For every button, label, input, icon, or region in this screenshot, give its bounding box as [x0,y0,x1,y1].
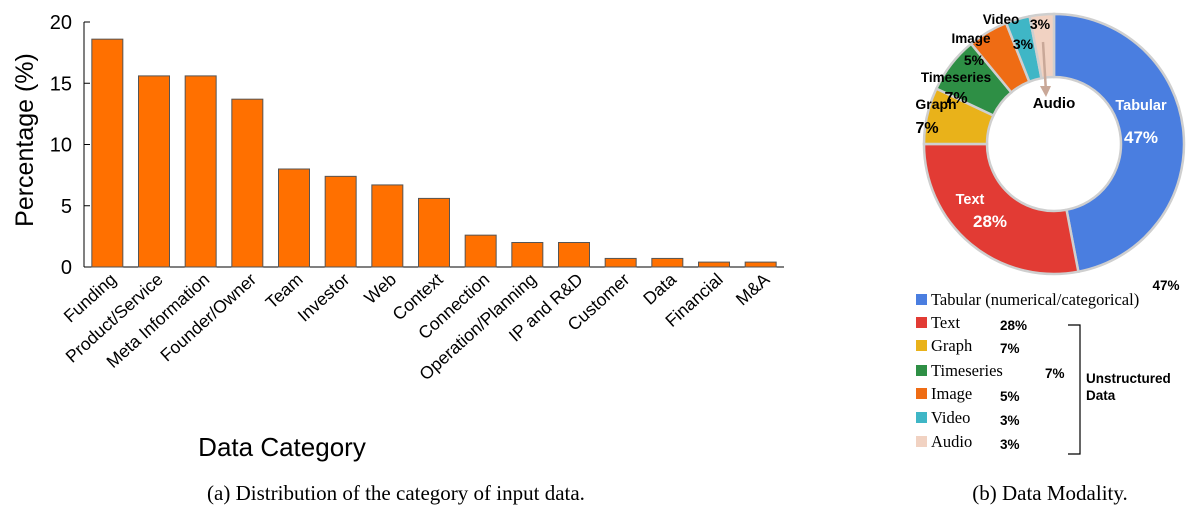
slice-percent-label: 5% [964,52,985,68]
y-tick-label: 0 [61,257,72,279]
legend-percent: 3% [1000,413,1020,428]
bar [371,184,404,268]
unstructured-label: Unstructured Data [1086,371,1175,403]
bar [184,75,217,268]
legend-swatch [916,340,927,351]
legend-label: Text [931,313,961,332]
legend-label: Image [931,384,972,403]
x-axis-label: Data Category [198,432,366,462]
bar [231,98,264,268]
audio-pointer-arrow [1041,41,1048,93]
donut-center-label: Audio [1033,95,1076,112]
x-tick-label: Web [360,269,400,308]
bar [604,257,637,268]
slice-name-label: Text [956,192,985,208]
slice-name-label: Video [983,12,1020,27]
legend-percent: 7% [1000,341,1020,356]
legend-percent: 28% [1000,318,1027,333]
slice-percent-label: 7% [944,90,967,107]
bar [324,175,357,268]
bar [278,168,310,268]
bar [698,261,730,268]
slice-percent-label: 7% [915,120,938,137]
donut-legend: Tabular (numerical/categorical) 47% Text 28… [916,278,1180,452]
donut-slices [922,12,1186,276]
bar [464,234,497,268]
y-tick-label: 15 [50,73,72,95]
x-tick-label: Data [639,269,680,309]
slice-name-label: Image [951,31,991,46]
y-axis: 0 5 10 15 20 [50,12,90,279]
legend-swatch [916,317,927,328]
legend-label: Graph [931,336,973,355]
bars-group [91,38,777,268]
caption-a: (a) Distribution of the category of inpu… [207,481,585,505]
legend-swatch [916,436,927,447]
slice-percent-label: 3% [1013,36,1034,52]
bar [511,242,544,268]
slice-percent-label: 47% [1124,128,1158,147]
legend-swatch [916,294,927,305]
legend-percent: 5% [1000,389,1020,404]
legend-swatch [916,388,927,399]
y-tick-label: 10 [50,135,72,157]
audio-pointer-arrowhead [1040,86,1051,97]
donut-chart: Tabular47%Text28%Graph7%Timeseries7%Imag… [915,12,1186,276]
donut-slice [1052,12,1186,274]
slice-percent-label: 3% [1030,16,1051,32]
bar [744,261,777,268]
bar [418,197,450,268]
y-tick-label: 20 [50,12,72,34]
legend-label: Timeseries [931,361,1003,380]
slice-name-label: Timeseries [921,70,991,85]
legend-swatch [916,412,927,423]
y-tick-label: 5 [61,196,72,218]
legend-percent: 7% [1045,366,1065,381]
x-tick-label: M&A [732,269,774,309]
legend-label: Audio [931,432,972,451]
caption-b: (b) Data Modality. [972,481,1128,505]
slice-name-label: Tabular [1115,98,1167,114]
legend-swatch [916,365,927,376]
y-axis-label: Percentage (%) [11,53,39,227]
legend-label: Tabular (numerical/categorical) [931,290,1139,309]
donut-slice [1028,12,1056,80]
donut-slice [922,142,1080,276]
slice-percent-label: 28% [973,212,1007,231]
bar [138,75,170,268]
bar [651,257,684,268]
bar [91,38,124,268]
donut-slice-labels: Tabular47%Text28%Graph7%Timeseries7%Imag… [915,12,1167,231]
unstructured-bracket [1068,324,1081,455]
bar [558,242,590,268]
x-tick-label: Investor [294,269,354,326]
legend-label: Video [931,408,970,427]
slice-name-label: Graph [915,96,956,112]
legend-percent: 47% [1152,278,1179,293]
legend-percent: 3% [1000,437,1020,452]
